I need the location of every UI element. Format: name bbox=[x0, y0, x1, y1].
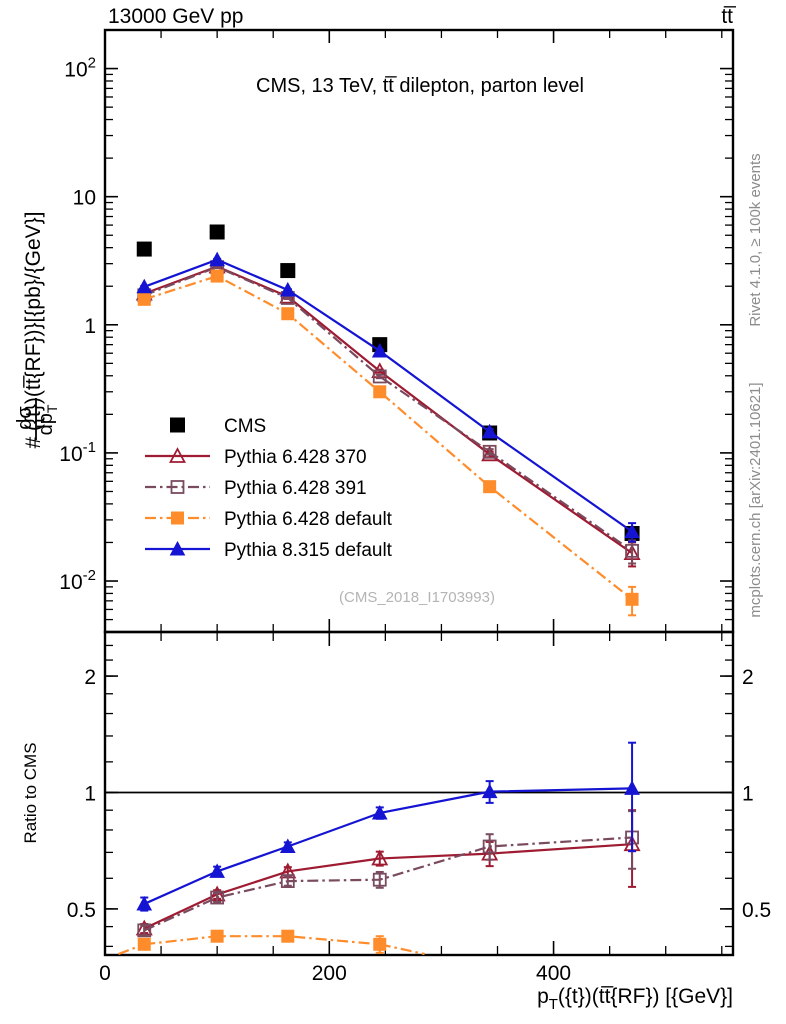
marker-open-triangle bbox=[168, 447, 187, 463]
header-process: tt̅ bbox=[721, 5, 737, 28]
x-tick-label: 0 bbox=[99, 962, 111, 985]
x-axis-title: pT({t})(tt̅{RF}) [{GeV}] bbox=[537, 985, 733, 1013]
legend-label: CMS bbox=[224, 416, 266, 437]
marker-triangle bbox=[209, 251, 225, 267]
marker-square bbox=[373, 937, 387, 951]
marker-square bbox=[483, 480, 497, 494]
ratio-panel-frame bbox=[103, 630, 735, 957]
y-tick-label: 1 bbox=[84, 315, 96, 338]
marker-square bbox=[625, 592, 639, 606]
series-line-pythia-8-315-default bbox=[143, 258, 633, 533]
legend-label: Pythia 8.315 default bbox=[224, 540, 393, 561]
x-tick-label: 200 bbox=[312, 962, 347, 985]
marker-open-square bbox=[280, 874, 295, 889]
marker-square bbox=[137, 292, 151, 306]
marker-square bbox=[281, 929, 295, 943]
y-tick-label: 10 bbox=[73, 187, 96, 210]
marker-square bbox=[209, 224, 225, 240]
header-beam-energy: 13000 GeV pp bbox=[108, 5, 243, 28]
marker-square bbox=[137, 937, 151, 951]
ratio-tick-label-right: 0.5 bbox=[742, 899, 771, 922]
marker-open-square bbox=[372, 369, 387, 384]
marker-triangle bbox=[136, 278, 153, 294]
legend-label: Pythia 6.428 default bbox=[224, 509, 393, 530]
x-tick-label: 400 bbox=[536, 962, 571, 985]
side-note-mcplots: mcplots.cern.ch [arXiv:2401.10621] bbox=[747, 382, 764, 617]
svg-text:dσ: dσ bbox=[14, 406, 36, 430]
marker-open-square bbox=[210, 890, 225, 905]
marker-square bbox=[280, 263, 296, 279]
ratio-tick-label-right: 1 bbox=[742, 782, 754, 805]
marker-square bbox=[373, 385, 387, 399]
main-annotation: CMS, 13 TeV, tt̅ dilepton, parton level bbox=[256, 75, 584, 97]
legend-label: Pythia 6.428 391 bbox=[224, 478, 367, 499]
svg-text:dpT: dpT bbox=[35, 404, 60, 435]
marker-open-square bbox=[625, 543, 639, 558]
y-tick-label: 10-2 bbox=[59, 567, 96, 594]
y-tick-label: 10-1 bbox=[59, 439, 96, 466]
marker-open-square bbox=[137, 923, 152, 938]
y-axis-title-ratio: Ratio to CMS bbox=[21, 742, 40, 843]
marker-triangle bbox=[371, 342, 388, 358]
y-tick-label: 102 bbox=[64, 55, 96, 82]
marker-triangle bbox=[371, 804, 388, 820]
marker-triangle bbox=[279, 281, 296, 297]
ratio-tick-label-left: 0.5 bbox=[67, 899, 96, 922]
marker-triangle bbox=[624, 780, 640, 795]
marker-open-square bbox=[170, 480, 185, 494]
ratio-tick-label-right: 2 bbox=[742, 666, 754, 689]
ratio-tick-label-left: 2 bbox=[84, 666, 96, 689]
ratio-line-trail bbox=[379, 943, 425, 956]
marker-square bbox=[136, 241, 152, 257]
y-axis-title-main: # ({t})(tt̅{RF})}[{pb}/{GeV}]dσ dpT bbox=[14, 212, 60, 449]
marker-triangle bbox=[209, 863, 225, 878]
marker-open-square bbox=[482, 444, 497, 459]
ratio-line-pythia-6-428-391 bbox=[143, 836, 633, 932]
marker-square bbox=[210, 929, 224, 943]
marker-square bbox=[281, 307, 295, 321]
marker-square bbox=[171, 511, 184, 525]
marker-triangle bbox=[481, 423, 498, 439]
ratio-line-pythia-6-428-default bbox=[144, 935, 380, 946]
ratio-line-pythia-8-315-default bbox=[143, 787, 633, 905]
marker-open-square bbox=[372, 872, 387, 887]
ratio-line-pythia-6-428-370 bbox=[143, 843, 633, 930]
marker-open-square bbox=[482, 839, 497, 854]
series-line-pythia-6-428-default bbox=[143, 274, 633, 601]
series-line-pythia-6-428-391 bbox=[143, 265, 633, 552]
side-note-rivet: Rivet 4.1.0, ≥ 100k events bbox=[747, 153, 764, 326]
marker-triangle bbox=[136, 895, 153, 911]
analysis-watermark: (CMS_2018_I1703993) bbox=[339, 589, 495, 606]
marker-open-triangle bbox=[371, 849, 389, 866]
legend-label: Pythia 6.428 370 bbox=[224, 447, 367, 468]
marker-triangle bbox=[279, 838, 296, 853]
marker-square bbox=[170, 417, 185, 433]
ratio-tick-label-left: 1 bbox=[84, 782, 96, 805]
marker-triangle bbox=[624, 523, 640, 539]
marker-square bbox=[210, 269, 224, 283]
marker-triangle bbox=[169, 540, 186, 556]
svg-text:# ({t})(tt̅{RF})}[{: # ({t})(tt̅{RF})}[{pb}/{GeV}] bbox=[22, 212, 45, 449]
main-panel-frame bbox=[103, 28, 735, 634]
marker-triangle bbox=[481, 783, 498, 799]
